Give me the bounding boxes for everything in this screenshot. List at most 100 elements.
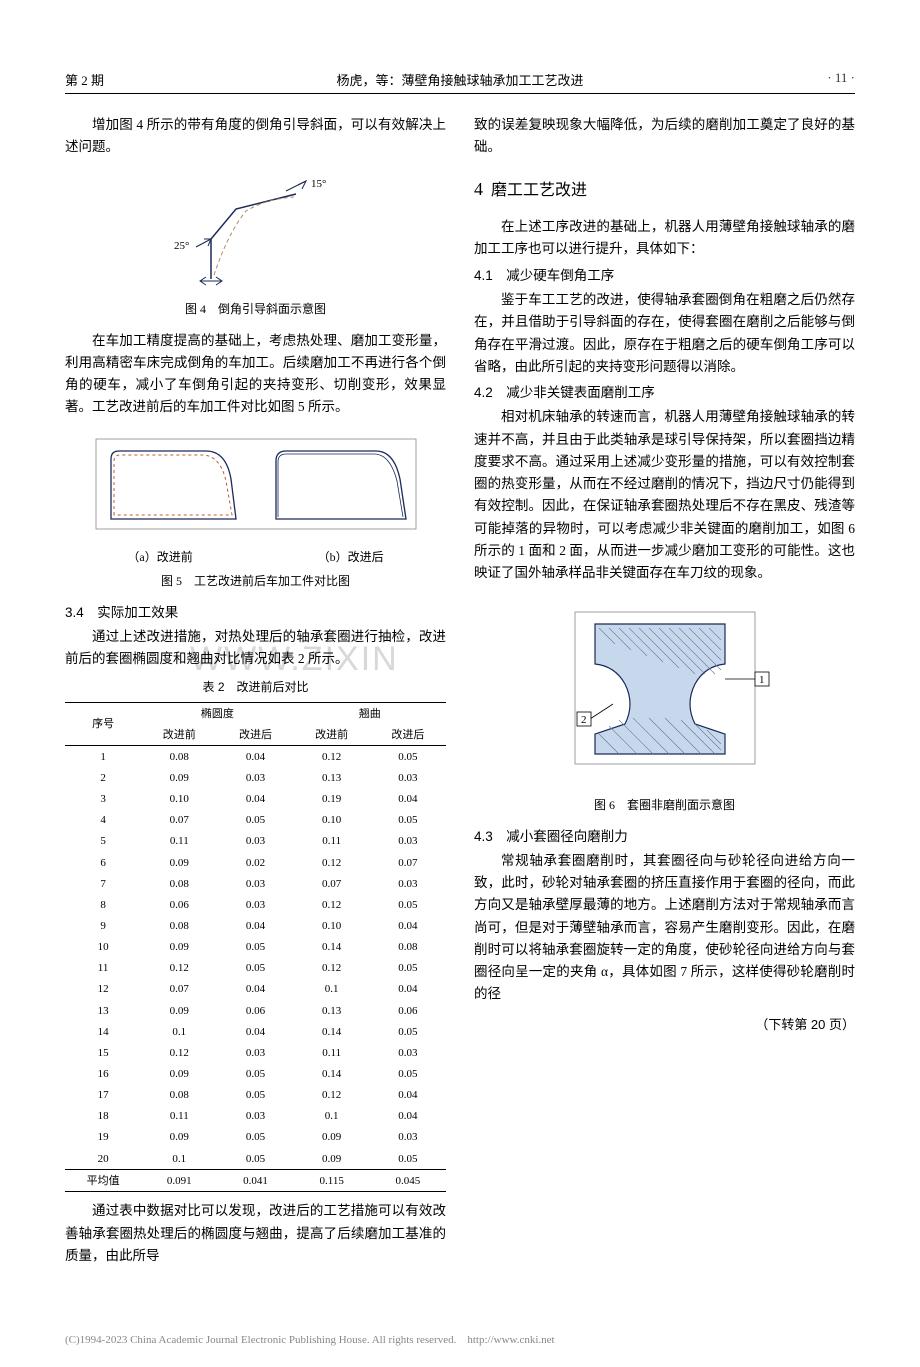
table-cell: 0.03 xyxy=(217,831,293,852)
table-cell: 1 xyxy=(65,746,141,768)
table-cell: 0.12 xyxy=(294,1085,370,1106)
table-cell: 0.03 xyxy=(370,768,446,789)
table-row: 160.090.050.140.05 xyxy=(65,1064,446,1085)
paragraph: 通过表中数据对比可以发现，改进后的工艺措施可以有效改善轴承套圈热处理后的椭圆度与… xyxy=(65,1200,446,1267)
table-cell: 0.08 xyxy=(141,1085,217,1106)
table-cell: 0.10 xyxy=(294,810,370,831)
avg-val: 0.091 xyxy=(141,1170,217,1192)
th-seq: 序号 xyxy=(65,703,141,746)
table-cell: 0.07 xyxy=(294,873,370,894)
page-footer: (C)1994-2023 China Academic Journal Elec… xyxy=(0,1331,920,1367)
sublabel-a: （a）改进前 xyxy=(127,548,192,568)
left-column: 增加图 4 所示的带有角度的倒角引导斜面，可以有效解决上述问题。 15° 25°… xyxy=(65,114,446,1267)
table-cell: 13 xyxy=(65,1000,141,1021)
table-row: 190.090.050.090.03 xyxy=(65,1127,446,1148)
table-cell: 0.12 xyxy=(141,958,217,979)
table-cell: 0.03 xyxy=(370,1127,446,1148)
table-cell: 0.03 xyxy=(217,768,293,789)
table-cell: 0.03 xyxy=(370,831,446,852)
figure-5: （a）改进前 （b）改进后 图 5 工艺改进前后车加工件对比图 xyxy=(65,429,446,592)
header-title: 杨虎，等：薄壁角接触球轴承加工工艺改进 xyxy=(263,70,658,89)
table-cell: 0.06 xyxy=(141,894,217,915)
table-cell: 0.12 xyxy=(294,746,370,768)
figure-caption: 图 4 倒角引导斜面示意图 xyxy=(65,300,446,320)
callout-label-1: 1 xyxy=(759,674,765,686)
table-cell: 0.05 xyxy=(217,958,293,979)
table-row: 120.070.040.10.04 xyxy=(65,979,446,1000)
paragraph: 相对机床轴承的转速而言，机器人用薄壁角接触球轴承的转速并不高，并且由于此类轴承是… xyxy=(474,406,855,584)
table-row: 90.080.040.100.04 xyxy=(65,916,446,937)
subsection-4-1: 4.1 减少硬车倒角工序 xyxy=(474,265,855,287)
table-cell: 0.09 xyxy=(141,1064,217,1085)
table-cell: 8 xyxy=(65,894,141,915)
table-cell: 0.11 xyxy=(294,1042,370,1063)
two-column-content: 增加图 4 所示的带有角度的倒角引导斜面，可以有效解决上述问题。 15° 25°… xyxy=(65,114,855,1267)
table-cell: 0.13 xyxy=(294,768,370,789)
table-cell: 0.04 xyxy=(370,1085,446,1106)
table-cell: 0.05 xyxy=(217,1148,293,1170)
paragraph: 常规轴承套圈磨削时，其套圈径向与砂轮径向进给方向一致，此时，砂轮对轴承套圈的挤压… xyxy=(474,850,855,1006)
table-cell: 2 xyxy=(65,768,141,789)
table-row: 140.10.040.140.05 xyxy=(65,1021,446,1042)
table-cell: 0.14 xyxy=(294,1021,370,1042)
paragraph: 在车加工精度提高的基础上，考虑热处理、磨加工变形量，利用高精密车床完成倒角的车加… xyxy=(65,330,446,419)
th-ovality: 椭圆度 xyxy=(141,703,293,725)
subsection-4-2: 4.2 减少非关键表面磨削工序 xyxy=(474,382,855,404)
th-warp: 翘曲 xyxy=(294,703,446,725)
table-cell: 0.03 xyxy=(217,894,293,915)
table-cell: 0.02 xyxy=(217,852,293,873)
table-cell: 0.04 xyxy=(217,979,293,1000)
table-cell: 0.05 xyxy=(370,746,446,768)
table-cell: 0.07 xyxy=(141,810,217,831)
table-cell: 7 xyxy=(65,873,141,894)
section-number: 4 xyxy=(474,179,483,199)
table-row: 130.090.060.130.06 xyxy=(65,1000,446,1021)
table-row: 170.080.050.120.04 xyxy=(65,1085,446,1106)
header-issue: 第 2 期 xyxy=(65,70,263,89)
page: 第 2 期 杨虎，等：薄壁角接触球轴承加工工艺改进 · 11 · WWW.ZIX… xyxy=(0,0,920,1307)
table-row: 10.080.040.120.05 xyxy=(65,746,446,768)
table-cell: 0.05 xyxy=(370,1064,446,1085)
table-cell: 0.09 xyxy=(141,852,217,873)
table-cell: 0.11 xyxy=(141,831,217,852)
table-cell: 0.1 xyxy=(141,1021,217,1042)
th-before: 改进前 xyxy=(141,724,217,746)
table-cell: 0.03 xyxy=(370,873,446,894)
paragraph: 增加图 4 所示的带有角度的倒角引导斜面，可以有效解决上述问题。 xyxy=(65,114,446,159)
table-cell: 0.12 xyxy=(141,1042,217,1063)
table-row: 100.090.050.140.08 xyxy=(65,937,446,958)
table-cell: 0.09 xyxy=(141,1127,217,1148)
table-cell: 15 xyxy=(65,1042,141,1063)
chamfer-diagram-icon: 15° 25° xyxy=(156,169,356,289)
table-cell: 9 xyxy=(65,916,141,937)
paragraph: 通过上述改进措施，对热处理后的轴承套圈进行抽检，改进前后的套圈椭圆度和翘曲对比情… xyxy=(65,626,446,671)
th-before: 改进前 xyxy=(294,724,370,746)
table-cell: 12 xyxy=(65,979,141,1000)
table-cell: 5 xyxy=(65,831,141,852)
table-row: 40.070.050.100.05 xyxy=(65,810,446,831)
table-cell: 0.06 xyxy=(217,1000,293,1021)
table-cell: 0.05 xyxy=(370,1021,446,1042)
table-cell: 0.04 xyxy=(370,979,446,1000)
table-cell: 0.09 xyxy=(294,1148,370,1170)
th-after: 改进后 xyxy=(370,724,446,746)
paragraph: 鉴于车工工艺的改进，使得轴承套圈倒角在粗磨之后仍然存在，并且借助于引导斜面的存在… xyxy=(474,289,855,378)
table-cell: 18 xyxy=(65,1106,141,1127)
table-row: 60.090.020.120.07 xyxy=(65,852,446,873)
table-cell: 0.08 xyxy=(141,873,217,894)
table-cell: 14 xyxy=(65,1021,141,1042)
avg-label: 平均值 xyxy=(65,1170,141,1192)
header-pagenum: · 11 · xyxy=(658,70,856,89)
table-cell: 6 xyxy=(65,852,141,873)
figure-caption: 图 6 套圈非磨削面示意图 xyxy=(474,796,855,816)
table-cell: 3 xyxy=(65,789,141,810)
paragraph: 致的误差复映现象大幅降低，为后续的磨削加工奠定了良好的基础。 xyxy=(474,114,855,159)
table-row: 80.060.030.120.05 xyxy=(65,894,446,915)
right-column: 致的误差复映现象大幅降低，为后续的磨削加工奠定了良好的基础。 4磨工工艺改进 在… xyxy=(474,114,855,1267)
table-cell: 0.04 xyxy=(370,916,446,937)
th-after: 改进后 xyxy=(217,724,293,746)
table-cell: 0.09 xyxy=(141,768,217,789)
table-cell: 0.05 xyxy=(217,810,293,831)
table-cell: 0.12 xyxy=(294,894,370,915)
table-cell: 0.09 xyxy=(294,1127,370,1148)
